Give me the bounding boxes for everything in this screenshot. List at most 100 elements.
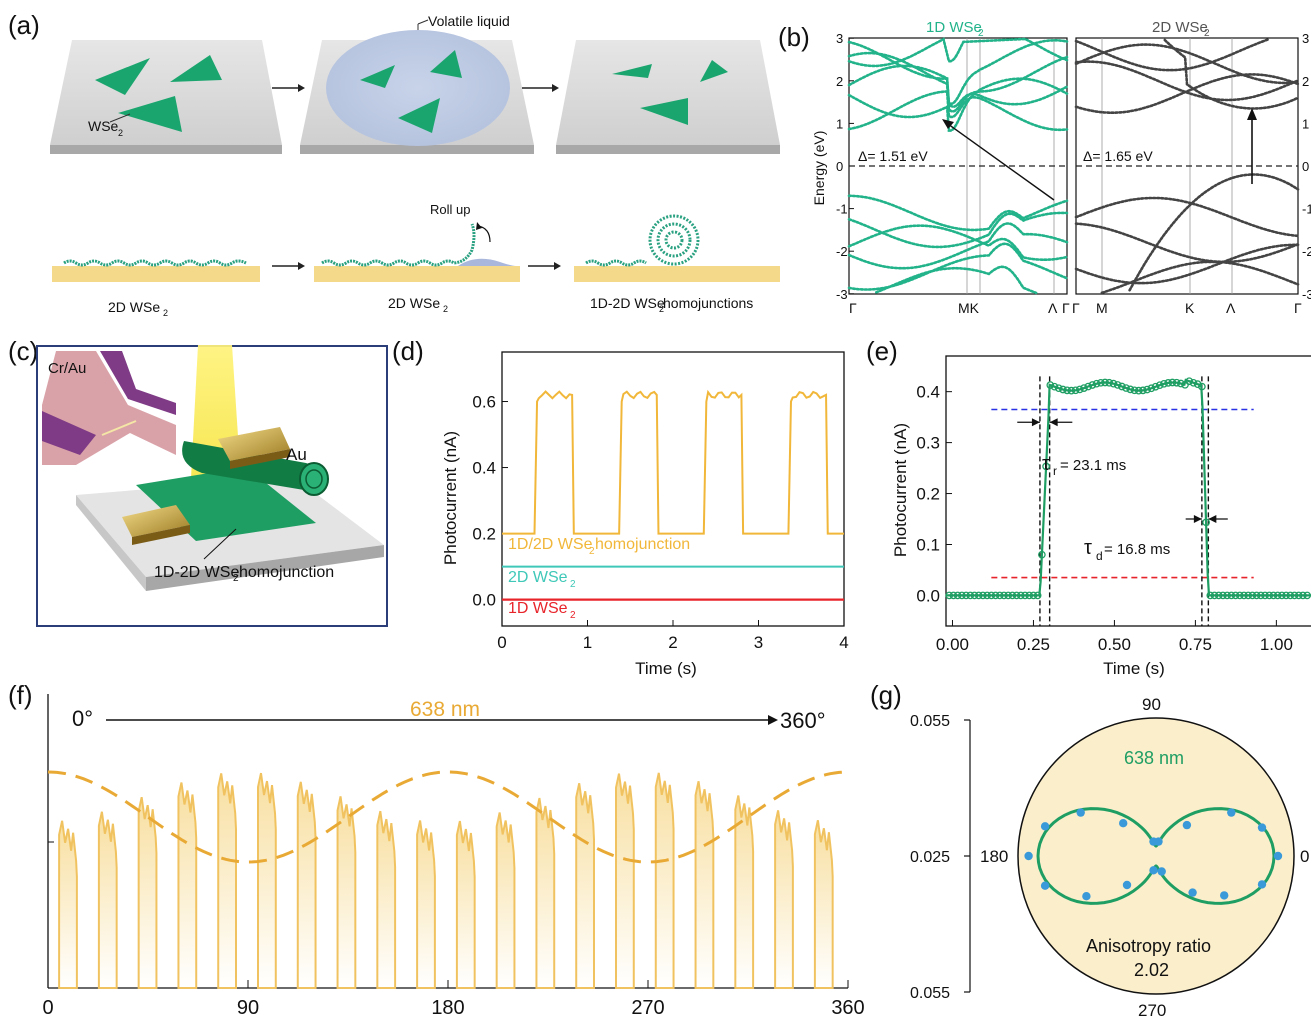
panel-label-c: (c): [8, 336, 39, 366]
e-data-point: [1278, 591, 1286, 600]
f-pulse: [694, 780, 715, 989]
kpoint-left-0: Γ: [849, 300, 857, 316]
gap-left-label: Δ= 1.51 eV: [858, 148, 928, 164]
f-pulse: [296, 781, 317, 989]
band-1d-6: [847, 194, 1069, 232]
e-data-point: [1096, 378, 1105, 387]
e-data-point: [1151, 382, 1160, 391]
g-angle-180: 180: [980, 847, 1008, 866]
kpoint-right-4: Γ: [1294, 300, 1302, 316]
e-data-point: [1113, 381, 1122, 389]
f-pulse: [774, 810, 794, 989]
e-ytick-label: 0.2: [916, 485, 940, 504]
panel-f-chart: 0 90 180 270 360 0° 360° 638 nm: [42, 694, 865, 1019]
e-data-point: [958, 591, 966, 600]
e-data-point: [1050, 382, 1059, 391]
kpoint-left-3: Γ: [1062, 300, 1070, 316]
e-data-point: [953, 591, 962, 600]
panel-b-band-structure: 1D WSe 2 2D WSe 2 Energy (eV) 3 2 1 0 -1 -2 -3…: [811, 19, 1311, 316]
e-data-point: [1168, 378, 1177, 387]
band-left-ytick: 3: [836, 31, 843, 46]
volatile-liquid-drop: [326, 30, 510, 146]
e-data-point: [1130, 386, 1139, 395]
g-rtick-top: 0.055: [910, 713, 950, 730]
kpoint-left-2: Λ: [1048, 300, 1058, 316]
d-xlabel: Time (s): [635, 659, 697, 678]
g-data-point: [1082, 892, 1091, 901]
roll-up-label: Roll up: [430, 202, 470, 217]
e-data-point: [1160, 379, 1168, 388]
g-data-point: [1157, 867, 1166, 876]
band-1d-11: [847, 224, 1069, 261]
d-ytick-label: 0.6: [472, 393, 496, 412]
flake-2: [170, 55, 222, 82]
e-data-point: [1092, 379, 1101, 388]
g-title: 638 nm: [1124, 748, 1184, 768]
g-angle-90: 90: [1142, 695, 1161, 714]
e-data-point: [1164, 379, 1173, 387]
gold-substrate-3: [574, 266, 780, 282]
g-data-point: [1040, 881, 1050, 890]
g-angle-0: 0: [1300, 847, 1309, 866]
e-data-point: [1256, 591, 1265, 600]
e-data-point: [1118, 382, 1126, 391]
f-arrow-end: 360°: [780, 708, 826, 733]
band-right-ytick: -1: [1302, 202, 1311, 217]
band-2d-5: [1128, 173, 1300, 292]
e-data-point: [970, 591, 979, 600]
panel-c-device: Cr/Au Au 1D-2D WSe 2 homojunction: [36, 345, 388, 627]
e-data-point: [1219, 591, 1227, 600]
e-data-point: [1210, 591, 1219, 600]
e-data-point: [1240, 591, 1248, 600]
volatile-liquid-label: Volatile liquid: [428, 13, 510, 29]
band-left-ytick: 1: [836, 116, 843, 131]
g-data-point: [1149, 866, 1158, 875]
g-ratio: 2.02: [1134, 960, 1169, 980]
svg-text:d: d: [1096, 549, 1103, 563]
g-fit-curve: [1036, 807, 1276, 905]
band-1d-4: [847, 37, 1069, 68]
gold-electrode-right: [218, 427, 290, 461]
substrate-plate-1: [50, 40, 282, 154]
band-1d-8: [847, 222, 1069, 270]
svg-text:τ: τ: [1084, 537, 1092, 559]
svg-text:2: 2: [233, 573, 239, 584]
svg-text:r: r: [1053, 464, 1057, 478]
d-ytick-label: 0.0: [472, 591, 496, 610]
e-data-point: [987, 591, 996, 600]
e-data-point: [1198, 382, 1206, 391]
svg-text:2: 2: [570, 579, 576, 590]
f-pulse: [416, 820, 436, 989]
e-data-point: [1294, 591, 1303, 600]
f-xtick-label: 270: [631, 997, 664, 1019]
e-ytick-label: 0.0: [916, 586, 940, 605]
e-data-point: [1290, 591, 1299, 600]
g-data-point: [1122, 880, 1132, 890]
svg-text:2: 2: [443, 304, 448, 314]
band-1d-1: [847, 51, 1069, 113]
f-pulse: [177, 782, 198, 989]
panel-g-polar: 0.055 0.025 0.055 90 0 270 180 638 nm An…: [910, 695, 1309, 1020]
e-data-point: [1088, 381, 1097, 389]
homojunction-label-c: 1D-2D WSe: [154, 564, 239, 581]
gold-substrate-2: [314, 266, 520, 282]
flake-3: [118, 96, 182, 132]
g-data-point: [1182, 820, 1192, 830]
band-right-ytick: 2: [1302, 74, 1309, 89]
g-data-point: [1257, 880, 1267, 889]
band-2d-3: [1074, 73, 1300, 114]
tau-d-label: = 16.8 ms: [1104, 541, 1170, 558]
e-data-point: [1269, 591, 1278, 600]
e-xtick-label: 0.75: [1179, 635, 1212, 654]
e-data-point: [1176, 379, 1185, 388]
d-ytick-label: 0.4: [472, 459, 496, 478]
e-data-point: [983, 591, 991, 600]
band-left-title: 1D WSe: [926, 19, 982, 36]
e-data-point: [1105, 378, 1114, 387]
e-data-point: [949, 591, 958, 600]
e-data-point: [974, 591, 983, 600]
band-right-ytick: 3: [1302, 31, 1309, 46]
d-legend-3: 1D WSe: [508, 600, 568, 617]
band-2d-9: [1100, 260, 1300, 294]
band-1d-3: [847, 77, 1069, 132]
